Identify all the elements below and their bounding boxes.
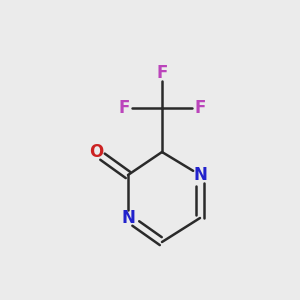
Text: N: N: [121, 209, 135, 227]
Text: F: F: [156, 64, 168, 82]
Text: N: N: [193, 166, 207, 184]
Text: O: O: [89, 143, 103, 161]
Text: F: F: [118, 99, 130, 117]
Text: F: F: [194, 99, 206, 117]
